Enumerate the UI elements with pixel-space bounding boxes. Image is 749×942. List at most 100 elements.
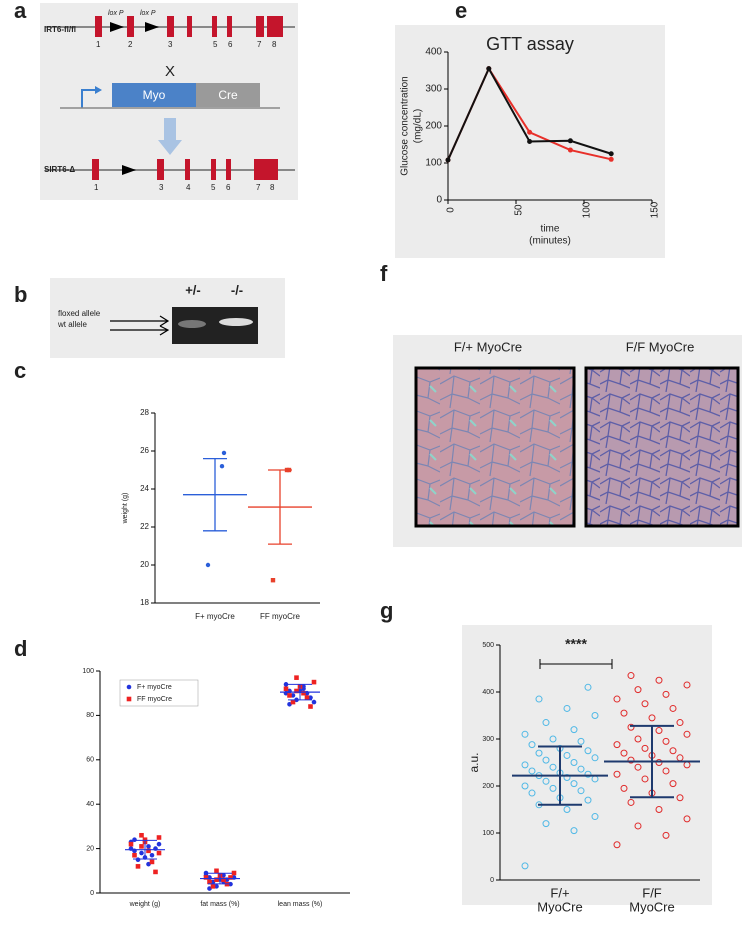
image-title: F/+ MyoCre	[454, 339, 522, 354]
data-point	[669, 780, 677, 788]
data-point	[563, 704, 571, 712]
data-point	[146, 844, 151, 849]
data-point	[521, 782, 529, 790]
legend-marker	[126, 684, 132, 690]
data-point	[535, 749, 543, 757]
histology-image	[584, 366, 740, 528]
data-point	[608, 156, 614, 162]
data-point	[591, 712, 599, 719]
y-tick-label: 100	[82, 668, 94, 675]
myo-label: Myo	[143, 88, 166, 102]
x-tick-label: 0	[446, 207, 457, 213]
data-point	[634, 822, 642, 830]
y-tick-label: 500	[482, 642, 494, 649]
panel-label: e	[455, 0, 467, 23]
data-point	[135, 857, 141, 862]
data-point	[139, 832, 144, 838]
exon-number: 1	[96, 40, 101, 49]
exon-number: 5	[213, 40, 218, 49]
data-point	[132, 852, 137, 858]
data-point	[287, 702, 292, 707]
x-tick-label: fat mass (%)	[200, 901, 239, 908]
data-point	[584, 770, 592, 778]
data-point	[608, 151, 614, 157]
allele-label: IRT6-fl/fl	[44, 25, 76, 34]
data-point	[139, 850, 144, 856]
data-point	[577, 765, 585, 773]
y-tick-label: 20	[140, 560, 149, 569]
data-point	[570, 726, 578, 734]
y-tick-label: 28	[140, 408, 149, 417]
data-point	[203, 875, 209, 880]
cross: X	[165, 63, 175, 80]
data-point	[584, 747, 592, 755]
data-point	[549, 735, 557, 743]
data-point	[563, 806, 571, 813]
data-point	[570, 827, 578, 835]
chart-title: GTT assay	[486, 34, 574, 54]
data-point	[620, 709, 628, 717]
data-point	[549, 763, 557, 771]
x-tick-label: 150	[650, 201, 661, 218]
y-tick-label: 60	[86, 757, 94, 764]
lox-arrow	[122, 165, 136, 175]
data-point	[528, 767, 536, 775]
data-point	[219, 464, 225, 469]
promoter	[81, 89, 96, 108]
band-label: floxed allele	[58, 309, 101, 318]
lane-label: -/-	[231, 282, 243, 297]
x-tick-label: 50	[514, 204, 525, 216]
data-point	[634, 735, 642, 743]
data-point	[584, 796, 592, 804]
y-tick-label: 40	[86, 801, 94, 808]
data-point	[149, 852, 155, 858]
x-tick-label: F/+	[550, 885, 569, 900]
data-point	[627, 756, 635, 764]
data-point	[669, 704, 677, 712]
y-tick-label: 200	[425, 121, 442, 132]
data-point	[683, 730, 691, 738]
data-point	[290, 699, 296, 705]
data-point	[210, 879, 216, 885]
data-point	[304, 695, 310, 700]
allele-label: SIRT6-Δ	[44, 165, 75, 174]
y-axis-label: (mg/dL)	[413, 109, 424, 143]
data-point	[641, 775, 649, 783]
data-point	[613, 770, 621, 778]
data-point	[627, 723, 635, 731]
data-point	[570, 759, 578, 766]
data-point	[662, 737, 670, 745]
band	[219, 318, 253, 326]
data-point	[486, 66, 492, 72]
y-tick-label: 100	[482, 830, 494, 837]
exon-numbers: 1 3 4 5 6 7 8	[94, 183, 275, 192]
data-point	[584, 683, 592, 691]
data-point	[627, 672, 635, 680]
data-point	[641, 700, 649, 708]
data-point	[528, 789, 536, 797]
data-point	[648, 714, 656, 722]
y-axis-label: Glucose concentration	[400, 76, 411, 176]
band	[178, 320, 206, 328]
data-point	[214, 884, 219, 889]
data-point	[542, 820, 550, 828]
y-tick-label: 100	[425, 158, 442, 169]
data-point	[676, 719, 684, 727]
data-point	[641, 744, 649, 752]
panel-label: g	[380, 598, 393, 623]
y-tick-label: 200	[482, 783, 494, 790]
exon-numbers: 1 2 3 5 6 7 8	[96, 40, 277, 49]
data-point	[634, 686, 642, 694]
lane-label: +/-	[185, 282, 201, 297]
data-point	[528, 741, 536, 749]
x-tick-label: F/F	[642, 885, 662, 900]
data-point	[283, 682, 289, 687]
myo-box	[112, 83, 196, 107]
legend-box	[119, 679, 199, 707]
panel-label: d	[14, 636, 27, 661]
lox-arrows	[110, 22, 159, 32]
data-point	[301, 690, 306, 696]
exons-top	[95, 16, 283, 37]
exon-number: 2	[128, 40, 133, 49]
